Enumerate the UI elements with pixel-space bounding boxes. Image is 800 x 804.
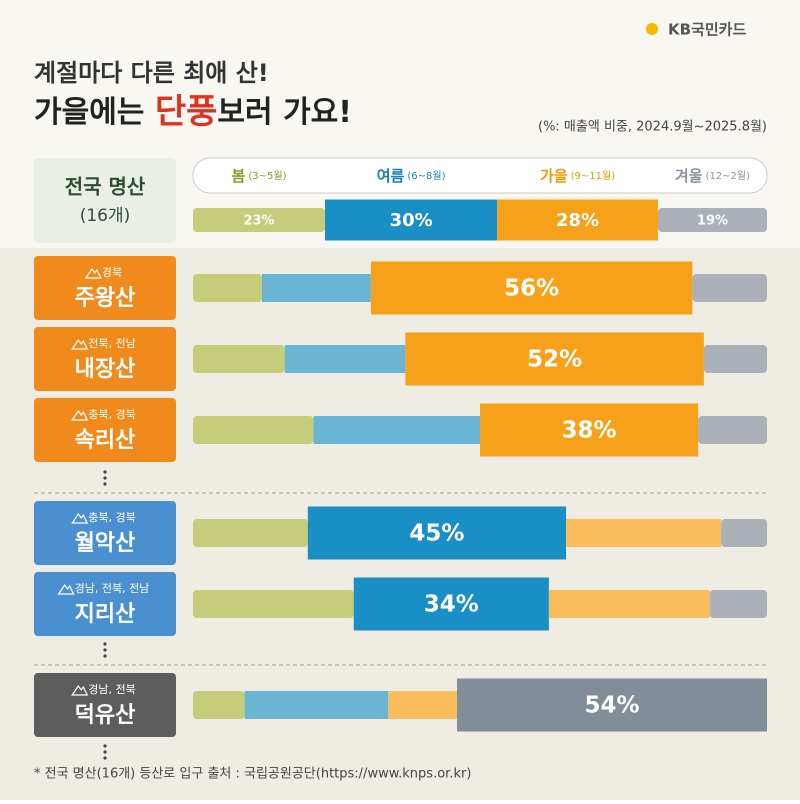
category-name: 속리산 [75, 428, 136, 453]
note: (%: 매출액 비중, 2024.9월~2025.8월) [538, 120, 767, 135]
mountain-icon [57, 583, 75, 595]
legend-box [192, 157, 768, 194]
value-label: 54% [584, 693, 639, 719]
mountain-icon [84, 267, 102, 279]
category-subtitle: 경남, 전북, 전남 [75, 582, 150, 595]
title-highlight: 단풍 [155, 92, 218, 132]
category-name: 지리산 [75, 602, 136, 627]
legend-period: (3~5월) [248, 170, 286, 182]
bar-segment [313, 416, 480, 444]
dot [103, 470, 107, 474]
bar-segment [709, 590, 767, 618]
dot [103, 476, 107, 480]
bar-segment [497, 199, 658, 241]
legend-name: 가을 [540, 167, 568, 185]
category-name: 덕유산 [75, 703, 136, 728]
category-box [34, 572, 176, 636]
value-label: 19% [697, 214, 728, 229]
bar-segment [657, 208, 767, 232]
bar-segment [193, 590, 354, 618]
dot [103, 744, 107, 748]
bar-segment [698, 416, 767, 444]
title-text: 가을에는 [34, 95, 155, 130]
bar-segment [193, 519, 308, 547]
title-text: 보러 가요! [217, 95, 352, 130]
title-line1: 계절마다 다른 최애 산! [34, 59, 269, 87]
category-subtitle: 충북, 경북 [88, 408, 135, 421]
bar-segment [703, 345, 767, 373]
mountain-icon [71, 409, 89, 421]
category-subtitle: 경남, 전북 [88, 683, 135, 696]
legend-entry: 겨울 (12~2월) [675, 167, 750, 185]
bar-segment [480, 403, 699, 457]
dot [103, 756, 107, 760]
legend-period: (12~2월) [706, 170, 751, 182]
category-subtitle: 전북, 전남 [88, 337, 135, 350]
bar-segment [388, 691, 458, 719]
bar-segment [307, 506, 567, 560]
value-label: 34% [424, 592, 479, 618]
category-subtitle: (16개) [80, 206, 131, 226]
mountain-icon [71, 684, 89, 696]
ellipsis [103, 470, 107, 760]
bar-segment [566, 519, 722, 547]
legend-name: 겨울 [675, 167, 703, 185]
dot [103, 750, 107, 754]
value-label: 45% [409, 521, 464, 547]
dot [103, 642, 107, 646]
value-label: 56% [504, 276, 559, 302]
dot [103, 482, 107, 486]
mountain-icon [71, 338, 89, 350]
bar-segment [193, 691, 245, 719]
bar-segment [325, 199, 498, 241]
legend-period: (6~8월) [407, 170, 445, 182]
bar-segment [353, 577, 549, 631]
legend-name: 봄 [232, 167, 246, 185]
bar-segment [244, 691, 389, 719]
bar-segment [193, 416, 314, 444]
category-subtitle: 충북, 경북 [88, 511, 135, 524]
bar-segment [457, 678, 767, 732]
bar-segment [548, 590, 710, 618]
category-name: 주왕산 [75, 286, 136, 311]
category-name: 내장산 [75, 357, 136, 382]
legend-entry: 가을 (9~11월) [540, 167, 615, 185]
value-label: 30% [390, 210, 433, 231]
bar-segment [284, 345, 406, 373]
bar-segment [721, 519, 767, 547]
bar-segment [370, 261, 693, 315]
bar-segment [405, 332, 704, 386]
logo-mark [646, 23, 658, 35]
legend-period: (9~11월) [571, 170, 616, 182]
category-name: 전국 명산 [65, 175, 146, 199]
category-box [34, 398, 176, 462]
value-label: 38% [562, 418, 617, 444]
bar-segment [261, 274, 371, 302]
category-box [34, 673, 176, 737]
category-box [34, 327, 176, 391]
category-box [34, 501, 176, 565]
value-label: 23% [243, 214, 274, 229]
category-name: 월악산 [75, 531, 136, 556]
dot [103, 648, 107, 652]
dot [103, 654, 107, 658]
bar-segment [692, 274, 767, 302]
legend-entry: 여름 (6~8월) [377, 167, 446, 185]
logo: KB국민카드 [668, 21, 746, 39]
category-subtitle: 경북 [102, 266, 122, 279]
value-label: 28% [556, 210, 599, 231]
value-label: 52% [527, 347, 582, 373]
legend-name: 여름 [377, 167, 405, 185]
mountain-icon [71, 512, 89, 524]
bar-segment [193, 345, 285, 373]
footnote: * 전국 명산(16개) 등산로 입구 출처 : 국립공원공단(https://… [34, 767, 471, 782]
category-box [34, 256, 176, 320]
bar-segment [193, 274, 262, 302]
legend-entry: 봄 (3~5월) [232, 167, 287, 185]
category-box [34, 158, 176, 243]
title-line2: 가을에는 단풍보러 가요! [34, 92, 352, 132]
bar-segment [193, 208, 326, 232]
